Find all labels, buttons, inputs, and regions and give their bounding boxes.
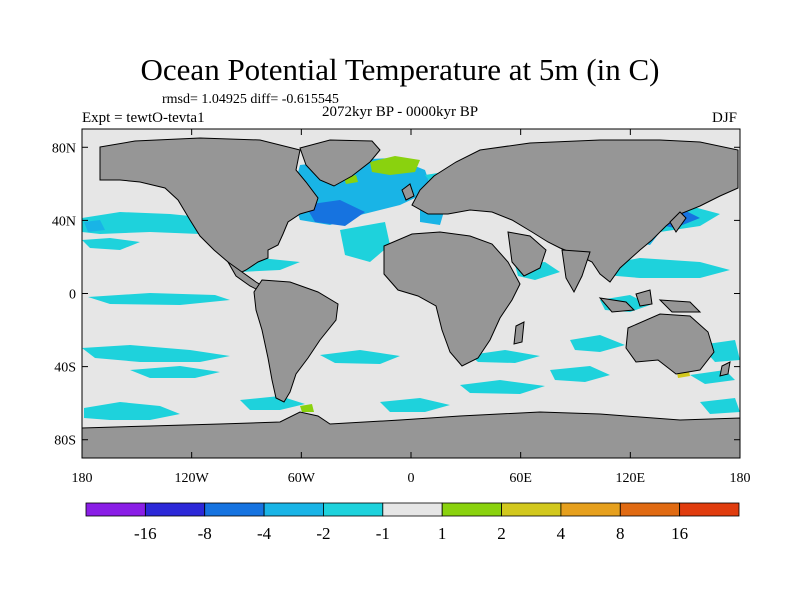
colorbar-swatch <box>323 502 384 517</box>
period-label: 2072kyr BP - 0000kyr BP <box>322 104 479 120</box>
colorbar-swatch <box>619 502 681 517</box>
lon-tick-label: 60E <box>509 471 532 486</box>
land-masses <box>81 137 741 459</box>
arabia <box>507 231 547 277</box>
colorbar-swatch <box>382 502 443 517</box>
lon-tick-label: 0 <box>408 471 415 486</box>
stats-line: rmsd= 1.04925 diff= -0.615545 <box>162 92 339 107</box>
lat-tick-label: 80S <box>54 434 76 449</box>
lon-tick-label: 120W <box>175 471 210 486</box>
africa <box>383 231 521 367</box>
madagascar <box>513 321 525 345</box>
colorbar: -16 -8 -4 -2 -1 1 2 4 8 16 <box>85 502 740 543</box>
south-america <box>253 279 339 403</box>
colorbar-swatch <box>204 502 265 517</box>
colorbar-swatch <box>144 502 206 517</box>
season-label: DJF <box>712 110 738 126</box>
experiment-label: Expt = tewtO-tevta1 <box>82 110 205 126</box>
colorbar-swatch <box>560 502 621 517</box>
colorbar-swatch <box>679 502 740 517</box>
british-isles <box>401 183 415 201</box>
colorbar-label: 4 <box>557 524 566 543</box>
australia <box>625 313 715 375</box>
colorbar-label: -4 <box>257 524 272 543</box>
india <box>561 249 591 294</box>
lon-tick-label: 120E <box>616 471 646 486</box>
colorbar-swatch <box>85 502 146 517</box>
lat-tick-label: 40N <box>52 214 76 229</box>
lon-tick-label: 180 <box>730 471 751 486</box>
lat-tick-label: 80N <box>52 141 76 156</box>
colorbar-label: -16 <box>134 524 157 543</box>
indonesia <box>598 297 636 313</box>
colorbar-swatch <box>263 502 324 517</box>
colorbar-label: -8 <box>198 524 212 543</box>
eurasia <box>411 139 739 283</box>
new-zealand <box>719 361 731 377</box>
lon-tick-label: 60W <box>288 471 316 486</box>
colorbar-label: -1 <box>376 524 390 543</box>
greenland <box>299 139 381 187</box>
colorbar-label: 16 <box>671 524 688 543</box>
japan <box>669 211 687 233</box>
lon-tick-label: 180 <box>72 471 93 486</box>
colorbar-label: 2 <box>497 524 506 543</box>
lat-tick-label: 40S <box>54 361 76 376</box>
north-america <box>99 137 319 275</box>
colorbar-label: -2 <box>316 524 330 543</box>
axis-ticks: 80N 40N 0 40S 80S 180 120W 60W 0 60E 120E 180 <box>52 129 751 486</box>
map-title: Ocean Potential Temperature at 5m (in C) <box>140 52 660 87</box>
colorbar-label: 1 <box>438 524 447 543</box>
colorbar-label: 8 <box>616 524 625 543</box>
colorbar-swatch <box>501 502 562 517</box>
colorbar-swatch <box>441 502 502 517</box>
lat-tick-label: 0 <box>69 288 76 303</box>
map-panel <box>81 128 741 459</box>
